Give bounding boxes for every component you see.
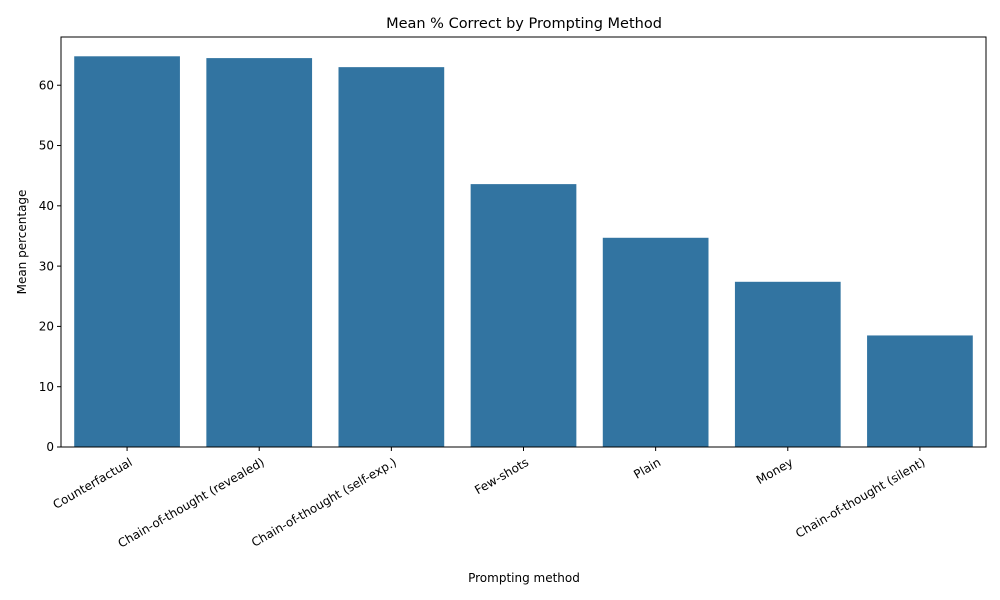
chart-title: Mean % Correct by Prompting Method [386,16,662,32]
y-tick-label-3: 30 [39,259,54,273]
x-tick-label-3: Few-shots [472,455,531,497]
x-tick-label-1: Chain-of-thought (revealed) [115,455,266,550]
y-tick-label-0: 0 [46,440,54,454]
bars-group [74,56,973,448]
x-tick-label-5: Money [754,455,795,487]
x-tick-label-4: Plain [631,455,663,482]
x-tick-label-0: Counterfactual [50,455,134,512]
y-tick-label-1: 10 [39,380,54,394]
x-axis-label: Prompting method [468,571,580,585]
y-tick-label-5: 50 [39,139,54,153]
bar-6 [867,335,973,447]
bar-3 [470,184,577,447]
y-axis: 0 10 20 30 40 50 60 [39,78,61,454]
bar-1 [206,58,313,448]
bar-2 [338,67,445,447]
bar-4 [602,237,709,447]
y-tick-label-2: 20 [39,320,54,334]
x-tick-label-6: Chain-of-thought (silent) [793,455,927,541]
y-axis-label: Mean percentage [15,190,29,295]
y-tick-label-6: 60 [39,78,54,92]
bar-0 [74,56,180,447]
bar-5 [734,281,841,447]
x-tick-label-2: Chain-of-thought (self-exp.) [249,455,399,550]
plot-frame [60,36,987,448]
y-tick-label-4: 40 [39,199,54,213]
